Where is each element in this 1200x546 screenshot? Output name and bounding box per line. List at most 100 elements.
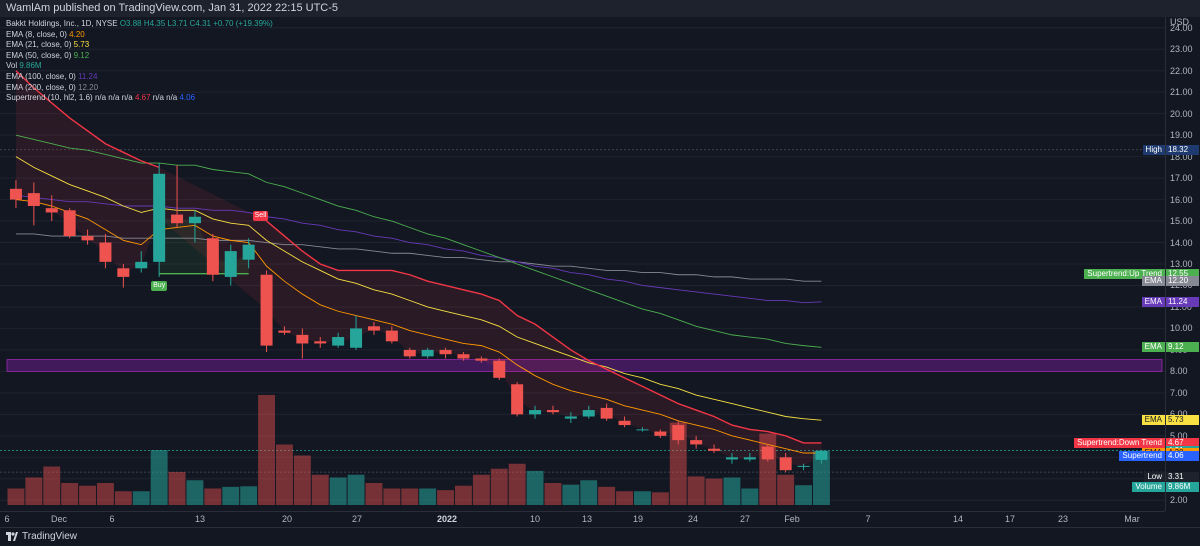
time-tick: Mar bbox=[1124, 514, 1140, 524]
candle-body bbox=[9, 188, 22, 200]
time-tick: 14 bbox=[952, 514, 964, 524]
candle-body bbox=[779, 457, 792, 471]
candle-body bbox=[725, 457, 738, 460]
candle-body bbox=[690, 440, 703, 445]
price-chart[interactable] bbox=[0, 17, 1165, 511]
candle-body bbox=[260, 274, 273, 346]
legend-row[interactable]: EMA (50, close, 0) 9.12 bbox=[6, 51, 273, 62]
candle-body bbox=[403, 349, 416, 357]
legend-value: 12.20 bbox=[78, 82, 99, 92]
legend-row[interactable]: EMA (8, close, 0) 4.20 bbox=[6, 30, 273, 41]
legend-row[interactable]: EMA (21, close, 0) 5.73 bbox=[6, 40, 273, 51]
price-tick: 8.00 bbox=[1170, 366, 1188, 377]
candle-body bbox=[708, 448, 721, 451]
legend-label: n/a n/a bbox=[150, 93, 180, 103]
price-label-text: EMA bbox=[1141, 415, 1165, 426]
legend-value: 5.73 bbox=[73, 40, 90, 50]
candle-body bbox=[636, 429, 649, 431]
volume-bar bbox=[114, 491, 132, 505]
time-tick: 27 bbox=[351, 514, 363, 524]
publisher-bar: WamlAm published on TradingView.com, Jan… bbox=[0, 0, 1200, 17]
volume-bar bbox=[795, 485, 812, 505]
time-tick: 23 bbox=[1057, 514, 1069, 524]
candle-body bbox=[332, 337, 345, 346]
volume-bar bbox=[723, 477, 741, 505]
volume-bar bbox=[240, 486, 258, 505]
price-axis[interactable]: USD 24.00 23.00 22.00 21.00 20.00 19.00 18.00 17… bbox=[1165, 17, 1200, 511]
legend-row[interactable]: Vol 9.86M bbox=[6, 61, 273, 72]
time-tick: 13 bbox=[194, 514, 206, 524]
price-tick: 2.00 bbox=[1170, 495, 1188, 506]
volume-bar bbox=[777, 474, 795, 505]
volume-bar bbox=[472, 474, 490, 505]
legend-value: 4.20 bbox=[69, 29, 85, 39]
volume-bar bbox=[580, 480, 598, 505]
volume-bar bbox=[544, 483, 562, 505]
supertrend-up-fill bbox=[159, 217, 249, 274]
sell-marker[interactable]: Sell bbox=[252, 210, 269, 221]
time-tick: 24 bbox=[687, 514, 699, 524]
volume-bar bbox=[813, 451, 830, 505]
buy-marker[interactable]: Buy bbox=[151, 281, 168, 292]
legend-row[interactable]: Supertrend (10, hl2, 1.6) n/a n/a n/a 4.… bbox=[6, 93, 273, 104]
ema-100-line bbox=[15, 194, 822, 304]
volume-bar bbox=[651, 492, 669, 505]
volume-bar bbox=[383, 488, 401, 505]
legend-row[interactable]: Bakkt Holdings, Inc., 1D, NYSE O3.88 H4.… bbox=[6, 19, 273, 30]
time-tick: 7 bbox=[865, 514, 871, 524]
volume-bar bbox=[598, 486, 616, 505]
legend-row[interactable]: EMA (200, close, 0) 12.20 bbox=[6, 83, 273, 94]
candle-body bbox=[815, 450, 828, 460]
candle-body bbox=[564, 416, 577, 419]
resistance-zone bbox=[6, 359, 1163, 372]
candle-body bbox=[153, 173, 166, 262]
candle-body bbox=[99, 242, 112, 262]
volume-bar bbox=[741, 488, 759, 505]
candle-body bbox=[27, 193, 40, 207]
candle-body bbox=[45, 208, 58, 213]
candle-body bbox=[224, 251, 237, 277]
ema-lines bbox=[15, 70, 822, 454]
volume-bar bbox=[186, 480, 204, 505]
time-axis[interactable]: 6 Dec 6 13 20 27 2022 10 13 19 24 27 Feb 7 14 17 23 Mar bbox=[0, 511, 1165, 528]
price-label-value: 9.86M bbox=[1166, 482, 1199, 492]
price-label-value: 5.73 bbox=[1166, 415, 1199, 426]
price-tick: 21.00 bbox=[1170, 87, 1193, 98]
candle-body bbox=[117, 268, 130, 277]
brand-name: TradingView bbox=[22, 531, 78, 542]
candle-body bbox=[797, 465, 810, 467]
time-tick: 10 bbox=[529, 514, 541, 524]
legend-label: EMA (200, close, 0) bbox=[6, 82, 79, 92]
volume-bar bbox=[634, 491, 651, 505]
tradingview-logo-icon bbox=[6, 532, 18, 541]
price-label-text: Supertrend bbox=[1119, 451, 1165, 462]
legend-value: 9.12 bbox=[73, 50, 90, 60]
price-label-value: 3.31 bbox=[1166, 472, 1199, 482]
candle-body bbox=[618, 420, 631, 426]
supertrend-down-line bbox=[266, 220, 822, 444]
ema-50-line bbox=[15, 134, 822, 348]
price-tick: 20.00 bbox=[1170, 108, 1193, 119]
volume-bar bbox=[508, 463, 526, 505]
chart-grid bbox=[0, 27, 1165, 501]
price-tick: 18.00 bbox=[1170, 151, 1193, 162]
legend: Bakkt Holdings, Inc., 1D, NYSE O3.88 H4.… bbox=[6, 19, 273, 104]
legend-value: 9.86M bbox=[19, 61, 42, 71]
price-label-text: Supertrend:Down Trend bbox=[1074, 437, 1165, 448]
price-tick: 23.00 bbox=[1170, 44, 1193, 55]
candle-body bbox=[135, 261, 148, 269]
volume-bar bbox=[293, 455, 311, 505]
price-tick: 15.00 bbox=[1170, 216, 1193, 227]
time-tick: 6 bbox=[109, 514, 115, 524]
candle-body bbox=[188, 216, 201, 224]
candle-body bbox=[600, 407, 613, 419]
candle-body bbox=[761, 446, 774, 460]
price-label-value: 9.12 bbox=[1166, 342, 1199, 353]
supertrend-fill bbox=[15, 70, 822, 466]
volume-bar bbox=[401, 488, 419, 505]
price-tick: 13.00 bbox=[1170, 259, 1193, 269]
candle-body bbox=[206, 238, 219, 275]
candle-body bbox=[314, 341, 327, 344]
legend-value: O3.88 H4.35 L3.71 C4.31 +0.70 (+19.39%) bbox=[119, 19, 273, 28]
legend-row[interactable]: EMA (100, close, 0) 11.24 bbox=[6, 72, 273, 83]
